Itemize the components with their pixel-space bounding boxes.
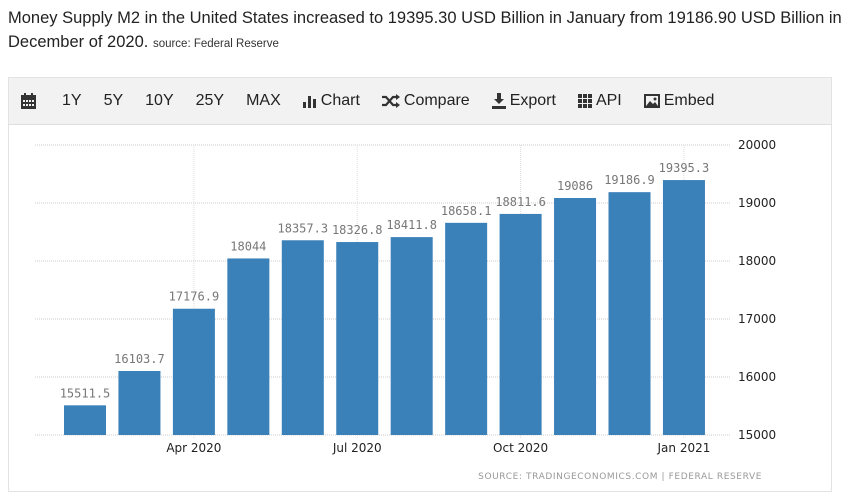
chart-source: SOURCE: TRADINGECONOMICS.COM | FEDERAL R…: [478, 472, 762, 482]
image-icon: [643, 94, 660, 108]
range-5y-button[interactable]: 5Y: [103, 92, 124, 109]
y-tick-label: 17000: [738, 312, 776, 326]
export-button[interactable]: Export: [491, 92, 556, 110]
grid-icon: [577, 94, 592, 108]
x-tick-label: Oct 2020: [493, 441, 548, 455]
bar: [499, 213, 542, 435]
calendar-button[interactable]: [21, 93, 40, 109]
compare-label: Compare: [403, 92, 470, 109]
chart-button[interactable]: Chart: [302, 92, 360, 110]
bar: [227, 258, 270, 435]
x-tick-label: Jan 2021: [657, 441, 711, 455]
bar: [445, 222, 488, 435]
bar: [281, 240, 324, 435]
range-25y-button[interactable]: 25Y: [195, 92, 225, 109]
chart-label: Chart: [320, 92, 360, 109]
data-label: 15511.5: [60, 386, 111, 400]
download-icon: [491, 93, 506, 109]
bar: [118, 370, 161, 435]
data-label: 18411.8: [386, 218, 437, 232]
range-1y-button[interactable]: 1Y: [62, 92, 82, 109]
data-label: 19086: [557, 179, 593, 193]
compare-button[interactable]: Compare: [381, 92, 470, 110]
calendar-icon: [21, 93, 36, 109]
api-label: API: [595, 92, 622, 109]
bar-chart-icon: [302, 96, 316, 108]
x-tick-label: Apr 2020: [166, 441, 221, 455]
bar: [64, 405, 106, 435]
headline-text: Money Supply M2 in the United States inc…: [8, 9, 842, 51]
data-label: 18044: [230, 239, 266, 253]
data-label: 18357.3: [278, 221, 329, 235]
y-tick-label: 18000: [738, 254, 776, 268]
toolbar: 1Y 5Y 10Y 25Y MAX Chart Compare Export A…: [9, 78, 831, 125]
headline: Money Supply M2 in the United States inc…: [8, 6, 843, 56]
bar: [172, 308, 215, 435]
bar: [336, 242, 379, 435]
embed-label: Embed: [663, 92, 715, 109]
shuffle-icon: [381, 94, 400, 108]
range-max-button[interactable]: MAX: [246, 92, 281, 109]
api-button[interactable]: API: [577, 92, 622, 110]
data-label: 18326.8: [332, 223, 383, 237]
y-tick-label: 15000: [738, 428, 776, 442]
bar: [390, 237, 433, 435]
bar: [662, 180, 705, 435]
export-label: Export: [509, 92, 556, 109]
range-10y-button[interactable]: 10Y: [145, 92, 174, 109]
data-label: 18658.1: [441, 204, 492, 218]
data-label: 16103.7: [114, 352, 165, 366]
bar: [554, 198, 597, 435]
data-label: 17176.9: [169, 290, 220, 304]
headline-source: source: Federal Reserve: [152, 38, 279, 50]
y-tick-label: 19000: [738, 196, 776, 210]
embed-button[interactable]: Embed: [643, 92, 715, 110]
data-label: 19186.9: [604, 173, 655, 187]
bar: [608, 192, 651, 435]
data-label: 18811.6: [495, 195, 546, 209]
y-tick-label: 16000: [738, 370, 776, 384]
chart-panel: 1Y 5Y 10Y 25Y MAX Chart Compare Export A…: [8, 77, 832, 492]
x-tick-label: Jul 2020: [332, 441, 382, 455]
y-tick-label: 20000: [738, 138, 776, 152]
data-label: 19395.3: [659, 161, 710, 175]
